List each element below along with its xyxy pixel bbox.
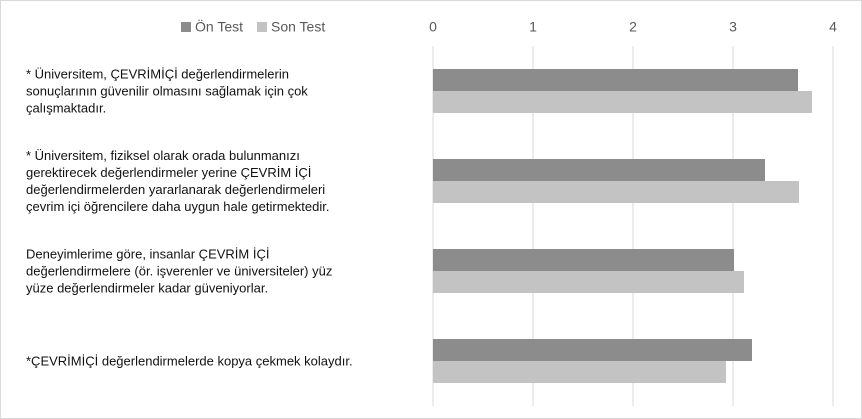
legend-label: Ön Test (195, 18, 243, 35)
bar (433, 249, 734, 271)
bar (433, 91, 812, 113)
x-tick-label: 0 (429, 19, 437, 35)
bar (433, 361, 726, 383)
category-label: *ÇEVRİMİÇİ değerlendirmelerde kopya çekm… (26, 353, 353, 369)
x-tick-label: 4 (829, 19, 837, 35)
x-tick-label: 2 (629, 19, 637, 35)
bar (433, 339, 752, 361)
bar (433, 69, 798, 91)
category-label: * Üniversitem, fiziksel olarak orada bul… (26, 148, 330, 214)
category-label: * Üniversitem, ÇEVRİMİÇİ değerlendirmele… (26, 66, 308, 116)
bar (433, 181, 799, 203)
x-tick-label: 3 (729, 19, 737, 35)
legend-swatch (181, 22, 191, 32)
legend-swatch (257, 22, 267, 32)
category-label: Deneyimlerime göre, insanlar ÇEVRİM İÇİ … (26, 246, 333, 296)
x-tick-label: 1 (529, 19, 537, 35)
legend-label: Son Test (271, 19, 325, 35)
bar (433, 271, 744, 293)
bar (433, 159, 765, 181)
